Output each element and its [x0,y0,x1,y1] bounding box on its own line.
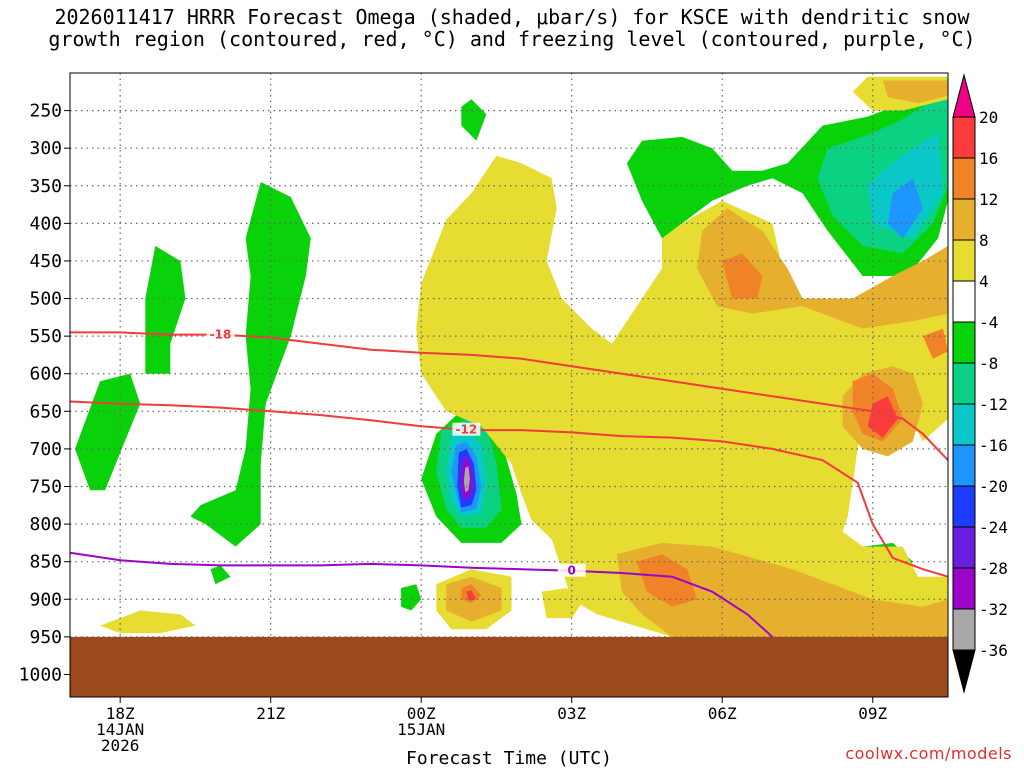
colorbar-segment-6 [952,362,976,405]
colorbar-top-triangle [952,73,976,118]
y-tick-label-850: 850 [29,552,62,573]
y-tick-label-1000: 1000 [19,664,62,685]
x-tick-label-15-0: 09Z [858,704,887,723]
x-tick-label-0-2: 2026 [101,736,140,755]
omega-region-24 [463,466,470,493]
colorbar-segment-0 [952,608,976,651]
plot-border [69,72,949,698]
dgz-contour-1-line [70,400,948,578]
colorbar-label--36: -36 [979,641,1008,660]
omega-region-35 [722,253,763,299]
colorbar-segment-9 [952,239,976,282]
x-tick-label-12-0: 06Z [708,704,737,723]
colorbar-segment-7 [952,321,976,364]
y-tick-label-950: 950 [29,627,62,648]
colorbar-label-12: 12 [979,190,998,209]
ground-fill [70,636,948,697]
x-tick-label-9-0: 03Z [557,704,586,723]
credit-text: coolwx.com/models [845,744,1012,763]
colorbar-label-20: 20 [979,108,998,127]
omega-region-32 [882,80,948,104]
colorbar-segment-12 [952,116,976,159]
dgz-contour-0-label: -18 [210,328,232,342]
x-tick-label-3-0: 21Z [256,704,285,723]
omega-region-33 [616,542,948,637]
omega-region-2 [190,182,311,547]
x-tick-label-6-0: 00Z [407,704,436,723]
ground-layer [70,636,948,697]
y-tick-label-900: 900 [29,589,62,610]
freezing-contour-0-line [70,551,774,638]
y-tick-label-550: 550 [29,326,62,347]
x-axis-label: Forecast Time (UTC) [406,748,612,768]
chart-title-line1: 2026011417 HRRR Forecast Omega (shaded, … [54,5,970,29]
y-tick-label-700: 700 [29,439,62,460]
y-tick-label-250: 250 [29,101,62,122]
y-tick-label-450: 450 [29,251,62,272]
omega-region-5 [461,99,487,141]
y-axis: 250 300 350 400 450 500 550 600 650 700 750 800 850 9… [19,101,70,685]
colorbar-label-8: 8 [979,231,989,250]
colorbar-label-16: 16 [979,149,998,168]
freezing-contour-0-label: 0 [568,564,576,578]
freezing-contour-0-label-bg [557,563,586,577]
colorbar-bottom-triangle [952,649,976,694]
dgz-contour-0-label-bg [206,327,235,341]
colorbar-label--4: -4 [979,313,998,332]
dgz-contour-1-label-bg [452,422,481,436]
colorbar-label-4: 4 [979,272,989,291]
y-tick-label-800: 800 [29,514,62,535]
colorbar-label--20: -20 [979,477,1008,496]
colorbar-label--28: -28 [979,559,1008,578]
x-tick-label-0-1: 14JAN [96,720,144,739]
colorbar-segment-5 [952,403,976,446]
omega-region-0 [75,373,141,491]
y-tick-label-400: 400 [29,213,62,234]
colorbar-segment-10 [952,198,976,241]
contour-lines: -18 -12 0 [70,327,948,638]
colorbar-segment-1 [952,567,976,610]
chart-title: 2026011417 HRRR Forecast Omega (shaded, … [0,6,1024,50]
omega-shading [75,76,948,637]
omega-region-38 [636,554,698,607]
colorbar-segment-3 [952,485,976,528]
colorbar-segment-8 [952,280,976,323]
chart-title-line2: growth region (contoured, red, °C) and f… [48,27,976,51]
colorbar-segment-2 [952,526,976,569]
y-tick-label-500: 500 [29,289,62,310]
y-tick-label-600: 600 [29,364,62,385]
y-tick-label-300: 300 [29,138,62,159]
plot-frame [69,72,949,698]
x-tick-label-0-0: 18Z [106,704,135,723]
omega-region-40 [867,396,898,438]
x-tick-label-6-1: 15JAN [397,720,445,739]
colorbar-label--24: -24 [979,518,1008,537]
colorbar-segment-4 [952,444,976,487]
colorbar-label--16: -16 [979,436,1008,455]
omega-region-4 [401,584,422,611]
omega-region-1 [145,245,186,374]
omega-region-41 [466,590,477,601]
colorbar-segment-11 [952,157,976,200]
y-tick-label-650: 650 [29,401,62,422]
colorbar-label--12: -12 [979,395,1008,414]
omega-region-26 [416,155,948,637]
y-tick-label-750: 750 [29,476,62,497]
omega-region-13 [887,178,923,239]
omega-region-3 [210,565,231,585]
dgz-contour-1-label: -12 [456,423,478,437]
colorbar-label--32: -32 [979,600,1008,619]
y-tick-label-350: 350 [29,176,62,197]
colorbar-label--8: -8 [979,354,998,373]
omega-region-25 [100,610,196,634]
colorbar: -36 -32 -28 -24 -20 -16 -12 -8 -4 4 8 12 16 20 [952,73,1008,694]
